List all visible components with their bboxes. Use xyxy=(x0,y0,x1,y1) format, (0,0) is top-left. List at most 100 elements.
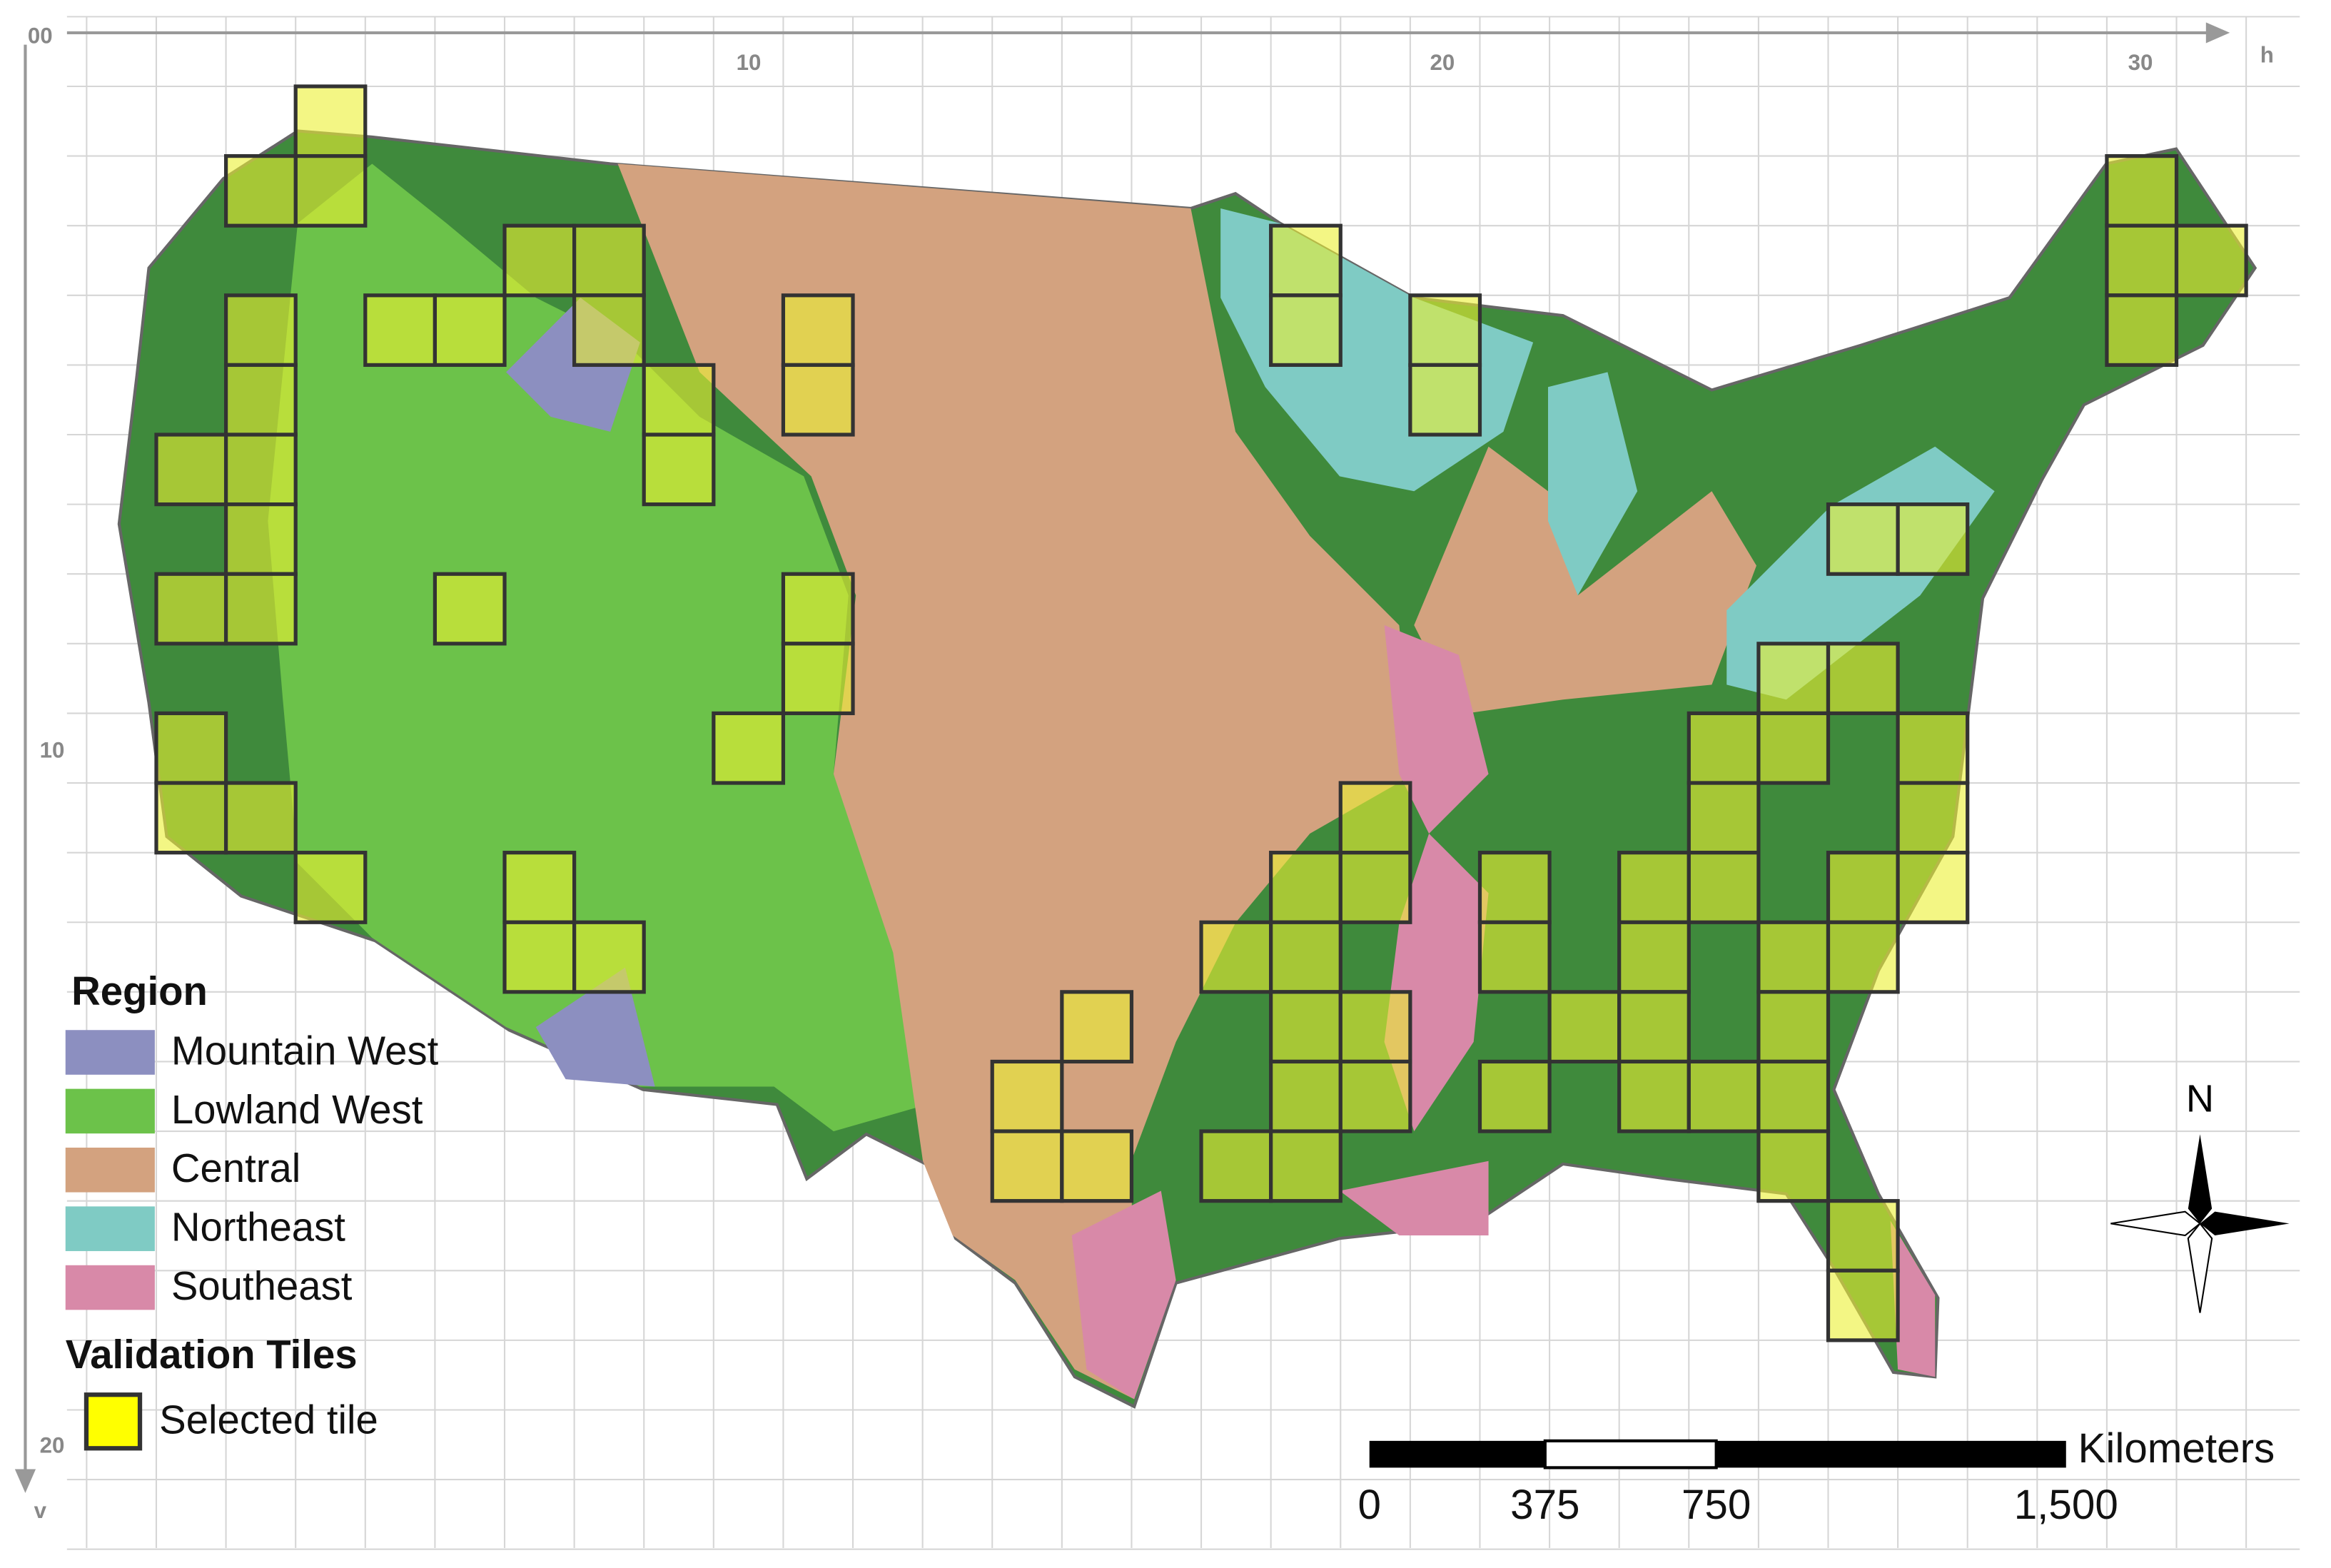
tile xyxy=(990,1059,1064,1133)
v-arrow xyxy=(14,1469,36,1493)
scale-segment xyxy=(1369,1440,1545,1468)
tile xyxy=(2105,293,2179,368)
tile xyxy=(781,363,855,437)
tile xyxy=(1199,1129,1273,1203)
tile xyxy=(1896,502,1970,576)
tile xyxy=(990,1129,1064,1203)
scale-segment xyxy=(1716,1440,2066,1468)
legend: Region Validation Tiles Selected tile Mo… xyxy=(65,968,439,1451)
tile xyxy=(572,223,646,298)
tile xyxy=(223,502,298,576)
tile xyxy=(1826,920,1900,994)
legend-label: Southeast xyxy=(171,1263,353,1308)
tile xyxy=(781,642,855,716)
scale-segment xyxy=(1543,1439,1718,1470)
tile xyxy=(1617,920,1691,994)
tile xyxy=(223,433,298,507)
v-tick: 20 xyxy=(40,1432,65,1457)
tile xyxy=(1408,363,1482,437)
legend-title: Validation Tiles xyxy=(66,1332,358,1377)
region-southeast xyxy=(1071,1190,1176,1400)
tile xyxy=(154,781,228,855)
tile xyxy=(1338,990,1412,1064)
h-tick: 10 xyxy=(737,50,762,75)
tile xyxy=(293,84,368,158)
scale-label: 1,500 xyxy=(2014,1482,2118,1528)
tile xyxy=(781,293,855,368)
tile xyxy=(1687,711,1761,785)
tile xyxy=(433,572,507,646)
tile xyxy=(1617,990,1691,1064)
tile xyxy=(1617,851,1691,924)
tile xyxy=(2105,153,2179,228)
tile xyxy=(1687,781,1761,855)
tile xyxy=(1338,1059,1412,1133)
tile xyxy=(154,711,228,785)
north-label: N xyxy=(2186,1078,2214,1121)
north-arrow: N xyxy=(2110,1078,2290,1313)
legend-swatch xyxy=(65,1206,155,1251)
region-mountain-west xyxy=(535,967,655,1087)
v-label: v xyxy=(34,1498,47,1523)
scale-label: 750 xyxy=(1682,1482,1751,1528)
scale-label: 375 xyxy=(1510,1482,1579,1528)
legend-label: Mountain West xyxy=(171,1028,439,1073)
tile xyxy=(154,572,228,646)
tile xyxy=(1826,851,1900,924)
tile xyxy=(1338,781,1412,855)
tile xyxy=(223,153,298,228)
h-arrow xyxy=(2205,22,2230,44)
tile xyxy=(223,363,298,437)
tile xyxy=(1756,711,1831,785)
tile xyxy=(712,711,786,785)
tile xyxy=(293,153,368,228)
legend-swatch xyxy=(65,1148,155,1193)
v-tick: 10 xyxy=(40,738,65,763)
legend-swatch xyxy=(84,1392,143,1451)
tile xyxy=(223,293,298,368)
tile xyxy=(1826,642,1900,716)
tile xyxy=(1547,990,1622,1064)
legend-label: Northeast xyxy=(171,1205,345,1250)
legend-label: Selected tile xyxy=(159,1397,378,1442)
tile xyxy=(1756,642,1831,716)
scale-unit: Kilometers xyxy=(2078,1425,2275,1472)
tile xyxy=(502,851,577,924)
h-tick: 30 xyxy=(2128,50,2153,75)
tile xyxy=(642,363,716,437)
tile xyxy=(1826,1268,1900,1342)
region-central xyxy=(1414,446,1756,715)
tile xyxy=(781,572,855,646)
tile xyxy=(1756,1129,1831,1203)
tile xyxy=(572,293,646,368)
tile xyxy=(1756,990,1831,1064)
h-tick: 20 xyxy=(1430,50,1455,75)
tile xyxy=(293,851,368,924)
legend-swatch xyxy=(65,1265,155,1310)
legend-label: Central xyxy=(171,1145,300,1190)
tile xyxy=(1896,851,1970,924)
tile xyxy=(1269,851,1343,924)
tile xyxy=(1477,851,1552,924)
tiles xyxy=(154,84,2248,1342)
tile xyxy=(154,433,228,507)
tile xyxy=(1687,1059,1761,1133)
region-southeast xyxy=(1340,1160,1489,1236)
legend-swatch xyxy=(65,1030,155,1075)
tile xyxy=(1269,223,1343,298)
tile xyxy=(1338,851,1412,924)
tile xyxy=(2174,223,2248,298)
tile xyxy=(433,293,507,368)
region-northeast xyxy=(1547,372,1638,596)
tile xyxy=(1826,1199,1900,1273)
tile xyxy=(1477,1059,1552,1133)
tile xyxy=(1826,502,1900,576)
tile xyxy=(1896,781,1970,855)
region-lowland-west xyxy=(268,163,938,1132)
tile xyxy=(223,572,298,646)
scale-label: 0 xyxy=(1357,1482,1380,1528)
tile xyxy=(572,920,646,994)
tile xyxy=(1269,990,1343,1064)
